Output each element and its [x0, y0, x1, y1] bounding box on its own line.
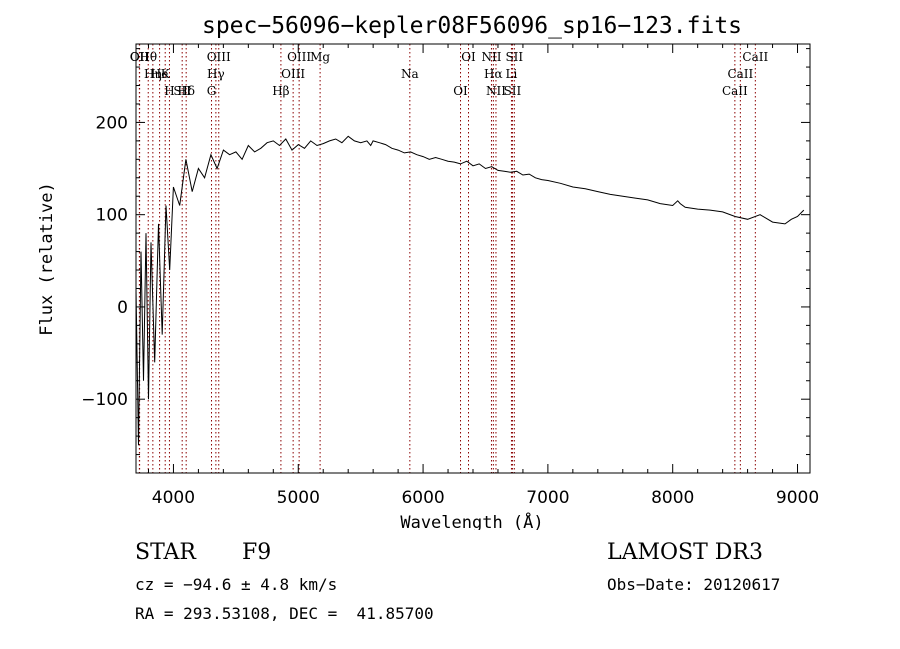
observation-date: Obs−Date: 20120617: [607, 575, 781, 594]
object-subclass: F9: [242, 540, 272, 565]
y-axis-ticks: −100 0 100 200: [81, 48, 810, 456]
line-label: OII: [130, 50, 150, 64]
line-label: Hβ: [272, 84, 289, 98]
x-tick-label: 9000: [776, 488, 819, 508]
line-label: OIII: [207, 50, 231, 64]
line-label: CaII: [742, 50, 768, 64]
survey-name: LAMOST DR3: [607, 540, 763, 565]
line-label: G: [207, 84, 217, 98]
line-label: Li: [506, 67, 518, 81]
plot-frame: [135, 43, 811, 474]
object-class: STAR: [135, 540, 196, 565]
spectrum-chart: spec−56096−kepler08F56096_sp16−123.fits …: [37, 13, 819, 530]
x-tick-label: 6000: [401, 488, 444, 508]
line-label: OIII: [287, 50, 311, 64]
line-label: NII: [481, 50, 501, 64]
line-label: OII: [130, 50, 150, 64]
line-label: OIII: [281, 67, 305, 81]
line-label: K: [161, 67, 171, 81]
line-label: Hα: [484, 67, 503, 81]
x-axis-ticks: 4000 5000 6000 7000 8000 9000: [147, 44, 819, 508]
x-tick-label: 5000: [277, 488, 320, 508]
line-label: CaII: [722, 84, 748, 98]
chart-title: spec−56096−kepler08F56096_sp16−123.fits: [202, 13, 742, 39]
line-label: SII: [505, 50, 523, 64]
x-tick-label: 7000: [526, 488, 569, 508]
x-tick-label: 8000: [651, 488, 694, 508]
redshift-velocity: cz = −94.6 ± 4.8 km/s: [135, 575, 338, 594]
y-tick-label: −100: [81, 390, 128, 410]
line-label: SII: [173, 84, 191, 98]
line-label: SII: [504, 84, 522, 98]
line-label: CaII: [727, 67, 753, 81]
emission-line-markers: [138, 44, 756, 473]
line-label: OI: [453, 84, 468, 98]
line-label: Hη: [144, 67, 162, 81]
line-label: Hθ: [139, 50, 157, 64]
y-tick-label: 100: [96, 206, 128, 226]
y-axis-label: Flux (relative): [37, 182, 57, 336]
y-tick-label: 0: [117, 298, 128, 318]
line-label: Mg: [310, 50, 330, 64]
line-label: He: [151, 67, 169, 81]
x-axis-label: Wavelength (Å): [400, 511, 543, 530]
x-tick-label: 4000: [152, 488, 195, 508]
line-label: H: [164, 84, 174, 98]
spectrum-line: [135, 135, 805, 446]
y-tick-label: 200: [96, 113, 128, 133]
line-label: Hδ: [177, 84, 195, 98]
emission-line-labels: HθKHδOIIHeSIIOIIHηHOIIIHγGOIIIOIIIHβMgNa…: [130, 50, 769, 98]
line-label: OI: [461, 50, 476, 64]
coordinates: RA = 293.53108, DEC = 41.85700: [135, 604, 434, 623]
line-label: NII: [486, 84, 506, 98]
line-label: Hγ: [207, 67, 225, 81]
line-label: Na: [401, 67, 419, 81]
